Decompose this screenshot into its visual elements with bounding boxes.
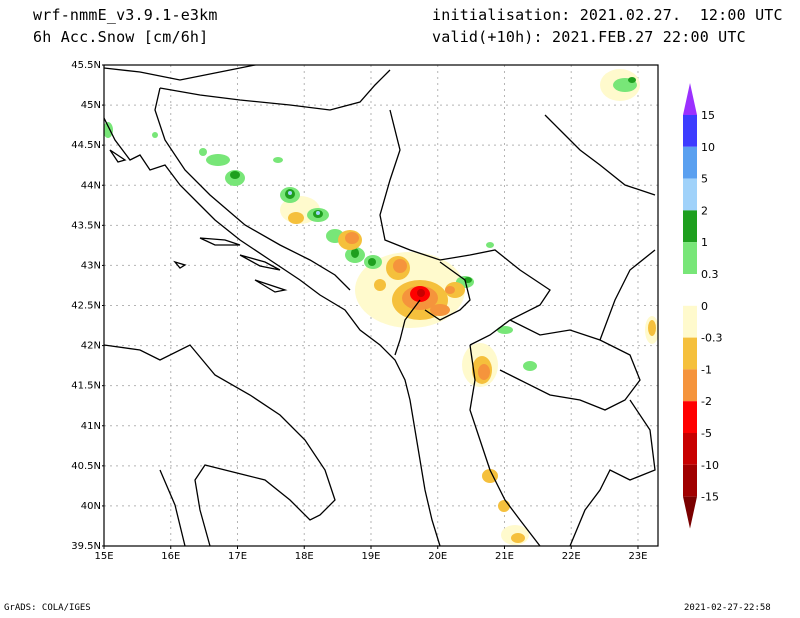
colorbar-label: 15	[701, 109, 715, 122]
colorbar-label: 10	[701, 141, 715, 154]
lon-label: 17E	[228, 551, 247, 562]
lat-label: 42N	[81, 341, 101, 352]
lat-label: 41.5N	[71, 381, 101, 392]
lat-label: 45N	[81, 100, 101, 111]
colorbar-bottom-arrow	[683, 496, 697, 529]
colorbar-swatch	[683, 115, 697, 147]
colorbar-swatch	[683, 433, 697, 465]
lon-label: 19E	[361, 551, 380, 562]
lat-label: 43N	[81, 260, 101, 271]
colorbar-swatch	[683, 337, 697, 370]
longitude-labels: 15E 16E 17E 18E 19E 20E 21E 22E 23E	[94, 546, 647, 562]
lon-label: 16E	[161, 551, 180, 562]
lat-label: 40N	[81, 501, 101, 512]
lat-label: 44.5N	[71, 140, 101, 151]
colorbar-label: 2	[701, 204, 708, 217]
colorbar-label: 0	[701, 300, 708, 313]
lon-label: 15E	[94, 551, 113, 562]
colorbar-swatch	[683, 464, 697, 497]
colorbar-label: -0.3	[701, 332, 722, 345]
colorbar-swatch	[683, 146, 697, 179]
colorbar-label: -5	[701, 427, 712, 440]
snow-map: 45.5N 45N 44.5N 44N 43.5N 43N 42.5N 42N 41.5N 41N…	[71, 60, 722, 562]
colorbar-label: -2	[701, 395, 712, 408]
colorbar-swatch	[683, 210, 697, 243]
variable-title: 6h Acc.Snow [cm/6h]	[33, 28, 209, 46]
initialisation-time: initialisation: 2021.02.27. 12:00 UTC	[432, 6, 783, 24]
colorbar-label: 0.3	[701, 268, 719, 281]
colorbar-labels: 15 10 5 2 1 0.3 0 -0.3 -1 -2 -5 -10 -15	[701, 109, 722, 504]
colorbar-swatch	[683, 242, 697, 274]
colorbar-swatch	[683, 274, 697, 306]
lon-label: 20E	[428, 551, 447, 562]
lat-label: 45.5N	[71, 60, 101, 71]
lat-label: 41N	[81, 421, 101, 432]
model-title: wrf-nmmE_v3.9.1-e3km	[33, 6, 218, 24]
colorbar-swatch	[683, 369, 697, 402]
lat-label: 43.5N	[71, 220, 101, 231]
colorbar-label: 1	[701, 236, 708, 249]
colorbar-label: -1	[701, 363, 712, 376]
colorbar-label: -10	[701, 459, 719, 472]
latitude-labels: 45.5N 45N 44.5N 44N 43.5N 43N 42.5N 42N 41.5N 41N…	[71, 60, 104, 552]
lon-label: 18E	[295, 551, 314, 562]
colorbar-swatch	[683, 401, 697, 433]
colorbar-swatch	[683, 178, 697, 211]
colorbar-label: 5	[701, 173, 708, 186]
lon-label: 23E	[628, 551, 647, 562]
footer-timestamp: 2021-02-27-22:58	[684, 603, 771, 613]
lat-label: 39.5N	[71, 541, 101, 552]
colorbar-swatch	[683, 305, 697, 338]
lat-label: 44N	[81, 180, 101, 191]
colorbar	[683, 83, 697, 529]
lat-label: 42.5N	[71, 301, 101, 312]
valid-time: valid(+10h): 2021.FEB.27 22:00 UTC	[432, 28, 746, 46]
coastlines-borders	[104, 65, 656, 546]
snow-areas	[104, 69, 658, 545]
lon-label: 22E	[562, 551, 581, 562]
colorbar-top-arrow	[683, 83, 697, 115]
colorbar-label: -15	[701, 491, 719, 504]
footer-credit: GrADS: COLA/IGES	[4, 603, 91, 613]
lat-label: 40.5N	[71, 461, 101, 472]
lon-label: 21E	[495, 551, 514, 562]
